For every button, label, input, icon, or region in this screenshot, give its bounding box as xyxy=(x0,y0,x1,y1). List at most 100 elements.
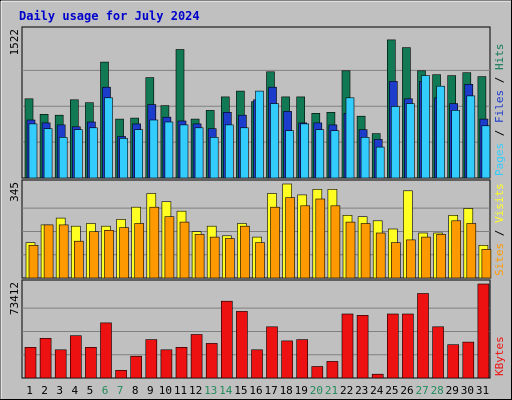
bar-kbytes-day-2 xyxy=(39,337,52,379)
bar-sites-day-12 xyxy=(194,234,205,279)
x-tick-label-day-30: 30 xyxy=(461,384,474,397)
bar-kbytes-day-4 xyxy=(70,335,82,379)
bar-sites-day-27 xyxy=(421,236,431,279)
kbytes-legend: KBytes xyxy=(493,336,506,376)
bar-kbytes-day-27 xyxy=(417,293,429,379)
x-tick-label-day-4: 4 xyxy=(71,384,78,397)
bar-sites-day-15 xyxy=(240,225,250,279)
x-tick-label-day-13: 13 xyxy=(204,384,217,397)
bar-kbytes-day-7 xyxy=(115,369,127,379)
bar-kbytes-day-21 xyxy=(326,361,339,379)
x-tick-label-day-23: 23 xyxy=(355,384,368,397)
legend-pages: Pages xyxy=(493,143,506,176)
bar-kbytes-day-5 xyxy=(85,346,97,379)
x-tick-label-day-7: 7 xyxy=(117,384,124,397)
bar-sites-day-29 xyxy=(451,220,462,279)
bar-sites-day-28 xyxy=(436,234,446,279)
bar-kbytes-day-22 xyxy=(341,313,354,379)
bar-sites-day-11 xyxy=(179,221,190,279)
legend-visits: Visits xyxy=(493,183,506,223)
bar-kbytes-day-11 xyxy=(175,346,188,379)
bar-sites-day-31 xyxy=(481,249,492,279)
bar-pages-day-30 xyxy=(466,95,476,179)
x-tick-label-day-15: 15 xyxy=(234,384,247,397)
bar-pages-day-12 xyxy=(194,127,204,179)
bar-pages-day-6 xyxy=(104,97,113,179)
bar-kbytes-day-14 xyxy=(221,300,233,379)
x-tick-label-day-10: 10 xyxy=(159,384,172,397)
bar-sites-day-1 xyxy=(28,245,39,279)
bar-kbytes-day-18 xyxy=(281,340,293,379)
bar-sites-day-25 xyxy=(390,242,401,279)
bar-kbytes-day-8 xyxy=(130,355,142,379)
bar-pages-day-10 xyxy=(164,121,174,179)
x-tick-label-day-5: 5 xyxy=(87,384,94,397)
x-tick-label-day-18: 18 xyxy=(280,384,293,397)
bar-sites-day-22 xyxy=(345,221,356,279)
bar-kbytes-day-10 xyxy=(160,349,173,379)
hits-files-pages-panel: 1522 Pages / Files / Hits xyxy=(8,26,506,179)
bar-kbytes-day-1 xyxy=(24,346,37,379)
bar-pages-day-1 xyxy=(28,123,38,179)
x-tick-label-day-22: 22 xyxy=(340,384,353,397)
bar-kbytes-day-30 xyxy=(462,341,475,379)
bar-sites-day-9 xyxy=(149,206,160,279)
bar-pages-day-4 xyxy=(74,129,83,179)
x-tick-label-day-2: 2 xyxy=(41,384,48,397)
visits-ymax-label: 345 xyxy=(8,182,21,202)
bar-pages-day-23 xyxy=(360,137,370,179)
bar-sites-day-5 xyxy=(89,231,99,279)
x-tick-label-day-6: 6 xyxy=(102,384,109,397)
bar-kbytes-day-15 xyxy=(236,311,248,379)
x-tick-label-day-28: 28 xyxy=(431,384,444,397)
chart-title: Daily usage for July 2024 xyxy=(19,9,200,23)
bar-pages-day-8 xyxy=(134,129,143,179)
legend-separator: / xyxy=(493,223,506,243)
x-tick-label-day-3: 3 xyxy=(56,384,63,397)
legend-separator: / xyxy=(493,123,506,143)
bar-pages-day-26 xyxy=(406,103,415,179)
bar-pages-day-18 xyxy=(285,130,294,179)
bar-kbytes-day-28 xyxy=(432,326,444,379)
bar-pages-day-31 xyxy=(481,125,491,179)
bar-pages-day-9 xyxy=(149,119,159,179)
visits-legend: Sites / Visits xyxy=(493,183,506,276)
x-tick-label-day-21: 21 xyxy=(325,384,338,397)
bar-pages-day-22 xyxy=(345,97,355,179)
bar-pages-day-29 xyxy=(451,110,461,179)
bar-sites-day-18 xyxy=(285,197,295,279)
x-tick-label-day-12: 12 xyxy=(189,384,202,397)
bar-kbytes-day-3 xyxy=(54,349,67,379)
bar-pages-day-16 xyxy=(255,90,264,179)
bar-kbytes-day-29 xyxy=(447,344,460,379)
x-axis-labels: 1 2 3 4 5 6 7 8 9 10 11 12 13 14 15 16 17 18 19 20 21 22 23 24 2… xyxy=(26,384,489,397)
bar-sites-day-10 xyxy=(164,216,175,279)
kbytes-ymax-label: 73412 xyxy=(8,282,21,315)
x-tick-label-day-8: 8 xyxy=(132,384,139,397)
bar-pages-day-3 xyxy=(58,137,68,179)
bar-pages-day-20 xyxy=(315,129,325,179)
bar-sites-day-26 xyxy=(406,239,416,279)
kbytes-panel: 73412 KBytes xyxy=(8,279,506,379)
bar-kbytes-day-26 xyxy=(402,313,414,379)
bar-kbytes-day-23 xyxy=(356,314,369,379)
bar-sites-day-17 xyxy=(270,206,280,279)
bar-pages-day-14 xyxy=(225,124,234,179)
bar-pages-day-19 xyxy=(300,123,310,179)
bar-pages-day-24 xyxy=(375,146,385,179)
bar-kbytes-day-31 xyxy=(477,283,490,379)
bar-sites-day-19 xyxy=(300,205,311,279)
bar-kbytes-day-24 xyxy=(371,373,384,379)
legend-kbytes: KBytes xyxy=(493,336,506,376)
bar-pages-day-27 xyxy=(421,75,430,179)
bar-sites-day-8 xyxy=(134,223,144,279)
bar-kbytes-day-25 xyxy=(386,313,399,379)
x-tick-label-day-27: 27 xyxy=(415,384,428,397)
bar-sites-day-16 xyxy=(255,242,265,279)
bar-kbytes-day-9 xyxy=(145,339,158,379)
bar-pages-day-7 xyxy=(119,138,128,179)
bar-pages-day-11 xyxy=(179,124,189,179)
bar-sites-day-4 xyxy=(74,240,84,279)
x-tick-label-day-1: 1 xyxy=(26,384,33,397)
bar-kbytes-day-6 xyxy=(100,322,112,379)
